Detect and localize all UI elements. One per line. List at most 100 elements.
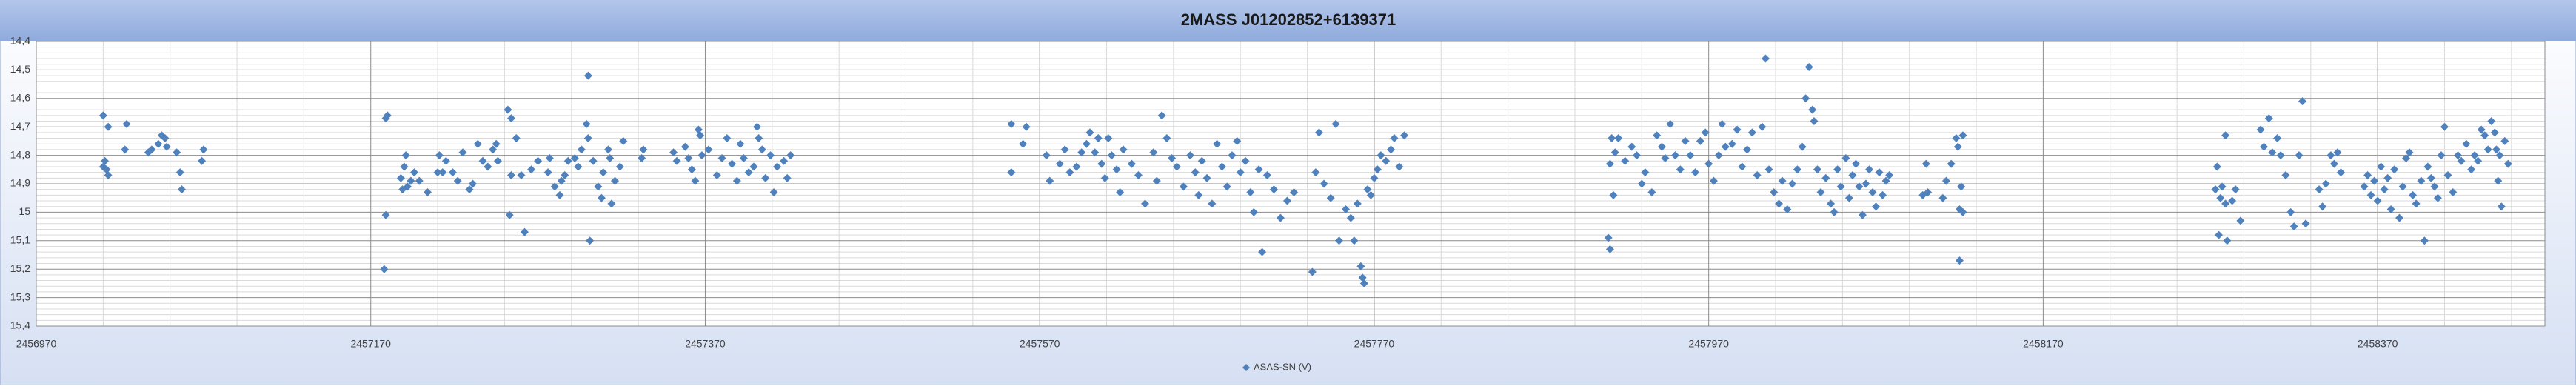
data-point [2390, 165, 2399, 174]
data-point [1610, 148, 1619, 157]
x-tick-label: 2456970 [16, 338, 57, 350]
data-point [1701, 128, 1710, 137]
data-point [619, 136, 628, 145]
x-tick-label: 2457370 [685, 338, 726, 350]
data-point [691, 176, 700, 185]
data-point [401, 151, 410, 160]
data-point [1676, 165, 1685, 174]
data-point [175, 168, 184, 177]
data-point [2321, 179, 2330, 188]
data-point [2383, 173, 2392, 182]
data-point [1331, 119, 1340, 128]
data-point [1938, 193, 1947, 202]
data-point [1816, 188, 1825, 197]
data-point [1366, 190, 1375, 199]
data-point [2454, 151, 2463, 160]
data-point [2264, 114, 2273, 123]
data-point [1282, 196, 1291, 205]
data-point [2430, 182, 2439, 191]
data-point [672, 156, 681, 165]
data-point [2423, 162, 2432, 171]
data-point [1249, 207, 1258, 216]
data-point [1958, 131, 1967, 140]
data-point [2494, 176, 2503, 185]
data-point [1953, 142, 1962, 151]
data-point [1718, 119, 1727, 128]
data-point [1077, 148, 1086, 157]
data-point [594, 182, 603, 191]
data-point [415, 176, 424, 185]
data-point [2236, 216, 2245, 225]
data-point [749, 162, 758, 171]
data-point [161, 134, 170, 143]
data-point [2420, 236, 2429, 245]
data-point [1653, 131, 1662, 140]
data-point [489, 145, 498, 154]
data-point [2380, 185, 2389, 194]
data-point [1400, 131, 1409, 140]
data-point [2402, 153, 2411, 162]
data-point [2377, 162, 2386, 171]
data-point [1152, 176, 1161, 185]
data-point [1019, 139, 1028, 148]
data-point [1356, 262, 1365, 270]
data-point [1761, 54, 1770, 63]
data-point [1836, 182, 1845, 191]
data-point [2231, 185, 2240, 194]
data-point [1753, 170, 1762, 179]
data-point [1881, 176, 1890, 185]
data-point [2457, 156, 2466, 165]
data-point [147, 145, 156, 154]
data-point [1808, 105, 1817, 114]
data-point [1119, 145, 1128, 154]
data-point [441, 156, 450, 165]
data-point [603, 145, 612, 154]
data-point [1775, 199, 1784, 208]
data-point [687, 165, 696, 174]
data-point [1363, 185, 1372, 194]
data-point [122, 119, 131, 128]
data-point [1721, 142, 1730, 151]
data-point [478, 156, 487, 165]
data-point [2336, 168, 2345, 177]
data-point [1848, 170, 1857, 179]
data-point [1709, 176, 1718, 185]
data-point [739, 153, 748, 162]
data-point [712, 170, 721, 179]
data-point [2329, 159, 2338, 168]
data-point [1042, 151, 1051, 160]
data-point [1821, 173, 1830, 182]
data-point [1213, 139, 1222, 148]
legend-label: ASAS-SN (V) [1254, 361, 1311, 372]
y-tick-label: 14,5 [10, 63, 30, 75]
data-point [2215, 230, 2224, 239]
data-point [2315, 185, 2324, 194]
data-point [1657, 142, 1666, 151]
data-point [1112, 165, 1121, 174]
data-point [1185, 151, 1194, 160]
data-point [1116, 188, 1125, 197]
data-point [1222, 182, 1231, 191]
data-point [766, 151, 775, 160]
data-point [1670, 151, 1679, 160]
data-point [469, 179, 478, 188]
data-point [101, 156, 110, 165]
data-point [1868, 188, 1877, 197]
title-bar [0, 0, 2576, 41]
data-point [2221, 199, 2230, 208]
data-point [1346, 213, 1355, 222]
data-point [1134, 170, 1143, 179]
data-point [1236, 168, 1245, 177]
data-point [1197, 156, 1206, 165]
data-point [1691, 168, 1700, 177]
data-point [1641, 168, 1650, 177]
data-point [1228, 151, 1237, 160]
data-point [2295, 151, 2304, 160]
data-point [2405, 148, 2414, 157]
data-point [1783, 205, 1792, 214]
data-point [380, 265, 389, 273]
data-point [1841, 153, 1850, 162]
data-point [1097, 159, 1106, 168]
data-point [1924, 188, 1933, 197]
data-point [1046, 176, 1054, 185]
